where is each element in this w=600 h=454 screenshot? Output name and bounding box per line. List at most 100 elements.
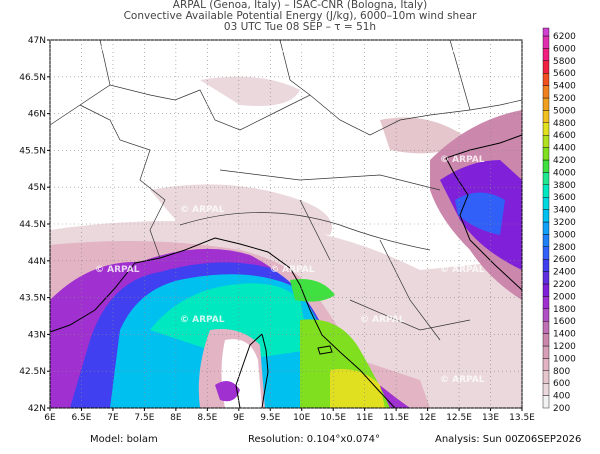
colorbar-label: 3200 [553,218,576,228]
watermark: © ARPAL [360,205,405,215]
lon-tick-label: 8E [170,413,182,423]
colorbar-box [542,147,550,161]
lat-tick-label: 43.5N [19,294,46,304]
watermark: © ARPAL [440,45,485,55]
colorbar-box [542,196,550,210]
colorbar-box [542,60,550,74]
colorbar-label: 4400 [553,144,576,154]
colorbar-label: 3400 [553,206,576,216]
colorbar-label: 2600 [553,255,576,265]
colorbar-box [542,283,550,297]
colorbar-label: 4000 [553,168,576,178]
colorbar-label: 4600 [553,131,576,141]
colorbar-label: 6200 [553,32,576,42]
coastline [49,134,523,409]
colorbar-label: 5400 [553,82,576,92]
colorbar-label: 5000 [553,106,576,116]
watermark: © ARPAL [270,155,315,165]
lon-tick-label: 7.5E [134,413,154,423]
colorbar-label: 1400 [553,330,576,340]
lat-tick-label: 42.5N [19,367,46,377]
watermark: © ARPAL [180,205,225,215]
colorbar-label: 5200 [553,94,576,104]
colorbar-box [542,246,550,260]
lat-tick-label: 43N [28,330,46,340]
colorbar-box [542,35,550,49]
lon-tick-label: 9.5E [260,413,280,423]
colorbar-box [542,27,550,37]
colorbar-label: 1200 [553,342,576,352]
colorbar-box [542,48,550,62]
lon-tick-label: 9E [233,413,245,423]
colorbar-label: 6000 [553,44,576,54]
colorbar-box [542,234,550,247]
lon-tick-label: 12.5E [446,413,472,423]
colorbar-label: 800 [553,367,570,377]
colorbar-label: 3000 [553,230,576,240]
watermark: © ARPAL [270,45,315,55]
lat-tick-label: 45.5N [19,146,46,156]
colorbar-box [542,259,550,272]
lon-tick-label: 8.5E [197,413,217,423]
colorbar-label: 1600 [553,317,576,327]
model-label: Model: bolam [90,434,158,445]
colorbar-box [542,321,550,334]
colorbar-label: 200 [553,404,570,414]
lat-tick-label: 46.5N [19,73,46,83]
colorbar-label: 600 [553,379,570,389]
lon-tick-label: 11E [356,413,373,423]
lat-tick-label: 46N [28,110,46,120]
analysis-label: Analysis: Sun 00Z06SEP2026 [435,434,581,445]
colorbar-box [542,296,550,309]
lat-tick-label: 44.5N [19,220,46,230]
lon-tick-label: 11.5E [383,413,409,423]
colorbar-box [542,271,550,285]
colorbar-box [542,383,550,396]
colorbar-box [542,159,550,173]
lon-tick-label: 7E [107,413,119,423]
colorbar-box [542,395,550,409]
colorbar-box [542,308,550,322]
title: ARPAL (Genoa, Italy) – ISAC-CNR (Bologna… [173,0,427,11]
colorbar-box [542,172,550,185]
lon-tick-label: 6.5E [71,413,91,423]
colorbar-label: 5600 [553,69,576,79]
colorbar-box [542,221,550,235]
watermark: © ARPAL [360,315,405,325]
colorbar-box [542,97,550,111]
colorbar-label: 3600 [553,193,576,203]
colorbar-box [542,72,550,86]
colorbar-label: 4200 [553,156,576,166]
colorbar-label: 2400 [553,268,576,278]
colorbar-box [542,85,550,99]
watermark: © ARPAL [180,315,225,325]
borders [49,39,523,341]
lon-tick-label: 13E [482,413,499,423]
colorbar-box [542,134,550,148]
colorbar-box [542,370,550,384]
subtitle: Convective Available Potential Energy (J… [124,10,478,22]
lon-tick-label: 13.5E [509,413,535,423]
resolution-label: Resolution: 0.104°x0.074° [248,434,380,445]
colorbar-box [542,333,550,347]
colorbar-box [542,122,550,136]
lon-tick-label: 6E [44,413,56,423]
colorbar-label: 2000 [553,292,576,302]
colorbar-label: 5800 [553,57,576,67]
colorbar-label: 3800 [553,181,576,191]
watermark: © ARPAL [440,265,485,275]
lat-tick-label: 45N [28,183,46,193]
watermark: © ARPAL [440,155,485,165]
colorbar-label: 1800 [553,305,576,315]
watermark: © ARPAL [440,375,485,385]
colorbar-box [542,184,550,198]
colorbar-label: 4800 [553,119,576,129]
colorbar-box [542,209,550,223]
watermark: © ARPAL [270,265,315,275]
colorbar-label: 400 [553,392,570,402]
lat-tick-label: 42N [28,404,46,414]
colorbar-box [542,110,550,124]
watermark: © ARPAL [95,265,140,275]
lon-tick-label: 12E [419,413,436,423]
